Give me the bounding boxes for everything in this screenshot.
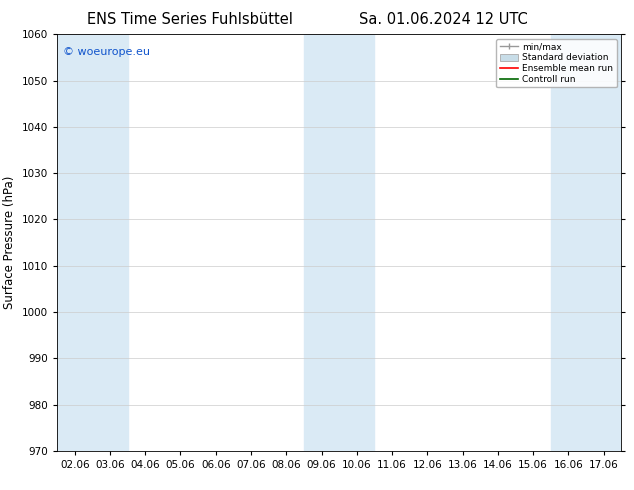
Text: Sa. 01.06.2024 12 UTC: Sa. 01.06.2024 12 UTC: [359, 12, 528, 27]
Text: ENS Time Series Fuhlsbüttel: ENS Time Series Fuhlsbüttel: [87, 12, 293, 27]
Legend: min/max, Standard deviation, Ensemble mean run, Controll run: min/max, Standard deviation, Ensemble me…: [496, 39, 617, 87]
Bar: [57, 34, 127, 451]
Bar: [551, 34, 621, 451]
Text: © woeurope.eu: © woeurope.eu: [63, 47, 150, 57]
Y-axis label: Surface Pressure (hPa): Surface Pressure (hPa): [3, 176, 16, 309]
Bar: [304, 34, 375, 451]
